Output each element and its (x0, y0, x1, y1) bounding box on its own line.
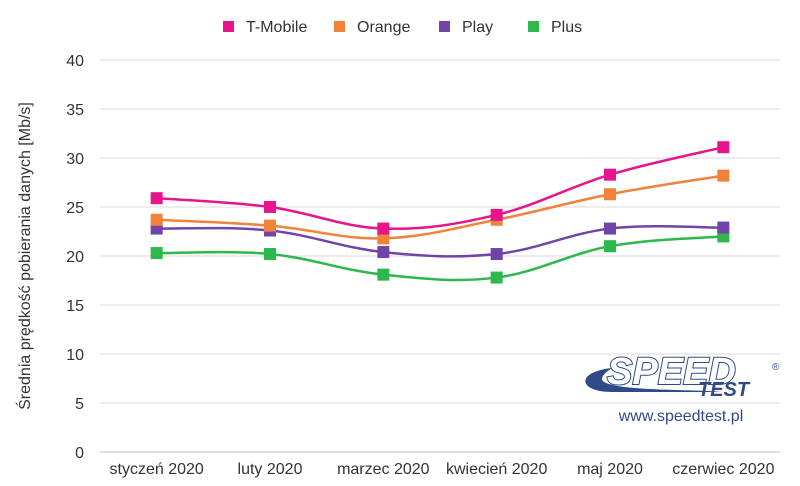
x-tick-label: styczeń 2020 (110, 461, 204, 478)
x-tick-label: czerwiec 2020 (672, 461, 774, 478)
y-tick-label: 15 (66, 298, 84, 315)
logo-registered-mark: ® (772, 362, 780, 373)
legend-label: Play (462, 19, 493, 36)
legend-label: T-Mobile (246, 19, 307, 36)
legend-item: Play (439, 19, 493, 36)
legend-swatch (439, 21, 450, 32)
y-axis-label: Średnia prędkość pobierania danych [Mb/s… (15, 102, 34, 410)
y-tick-label: 40 (66, 53, 84, 70)
data-point (490, 248, 503, 261)
y-tick-label: 35 (66, 102, 84, 119)
y-tick-label: 5 (75, 396, 84, 413)
logo-speed-text: SPEED (607, 351, 736, 393)
series-plus (150, 230, 730, 284)
legend-item: Orange (334, 19, 410, 36)
x-tick-label: luty 2020 (238, 461, 303, 478)
x-tick-label: marzec 2020 (337, 461, 430, 478)
data-point (150, 247, 163, 260)
logo-test-text: TEST (698, 379, 751, 401)
legend-item: T-Mobile (223, 19, 307, 36)
legend-swatch (334, 21, 345, 32)
legend-item: Plus (528, 19, 582, 36)
data-point (717, 141, 730, 154)
y-tick-label: 0 (75, 445, 84, 462)
y-tick-label: 30 (66, 151, 84, 168)
data-point (264, 201, 276, 213)
legend-swatch (223, 21, 234, 32)
data-point (377, 246, 390, 259)
data-point (604, 168, 616, 181)
legend-swatch (528, 21, 539, 32)
data-point (604, 240, 616, 253)
watermark-url: www.speedtest.pl (618, 408, 744, 425)
data-point (150, 192, 163, 205)
data-point (377, 268, 390, 281)
data-point (377, 222, 390, 235)
y-tick-label: 10 (66, 347, 84, 364)
y-tick-label: 20 (66, 249, 84, 266)
legend: T-Mobile Orange Play Plus (223, 19, 582, 36)
legend-label: Plus (551, 19, 582, 36)
data-point (377, 232, 390, 245)
series (150, 141, 730, 284)
series-line (156, 174, 724, 240)
data-point (490, 271, 503, 284)
series-line (156, 224, 724, 258)
series-line (156, 235, 724, 282)
x-tick-label: kwiecień 2020 (446, 461, 548, 478)
data-point (264, 248, 276, 261)
x-axis: styczeń 2020 luty 2020 marzec 2020 kwiecień… (110, 461, 775, 478)
data-point (490, 208, 503, 221)
legend-label: Orange (357, 19, 410, 36)
series-line (156, 146, 724, 231)
series-play (150, 221, 730, 261)
speedtest-logo: SPEED TEST ® (585, 350, 780, 401)
series-t-mobile (150, 141, 730, 235)
logo-swoosh (585, 368, 720, 392)
data-point (264, 219, 276, 232)
data-point (717, 221, 730, 234)
x-tick-label: maj 2020 (577, 461, 643, 478)
y-tick-label: 25 (66, 200, 84, 217)
data-point (604, 188, 616, 201)
y-axis: 0 5 10 15 20 25 30 35 40 (66, 53, 84, 462)
data-point (150, 213, 163, 226)
data-point (717, 169, 730, 182)
data-point (604, 222, 616, 235)
